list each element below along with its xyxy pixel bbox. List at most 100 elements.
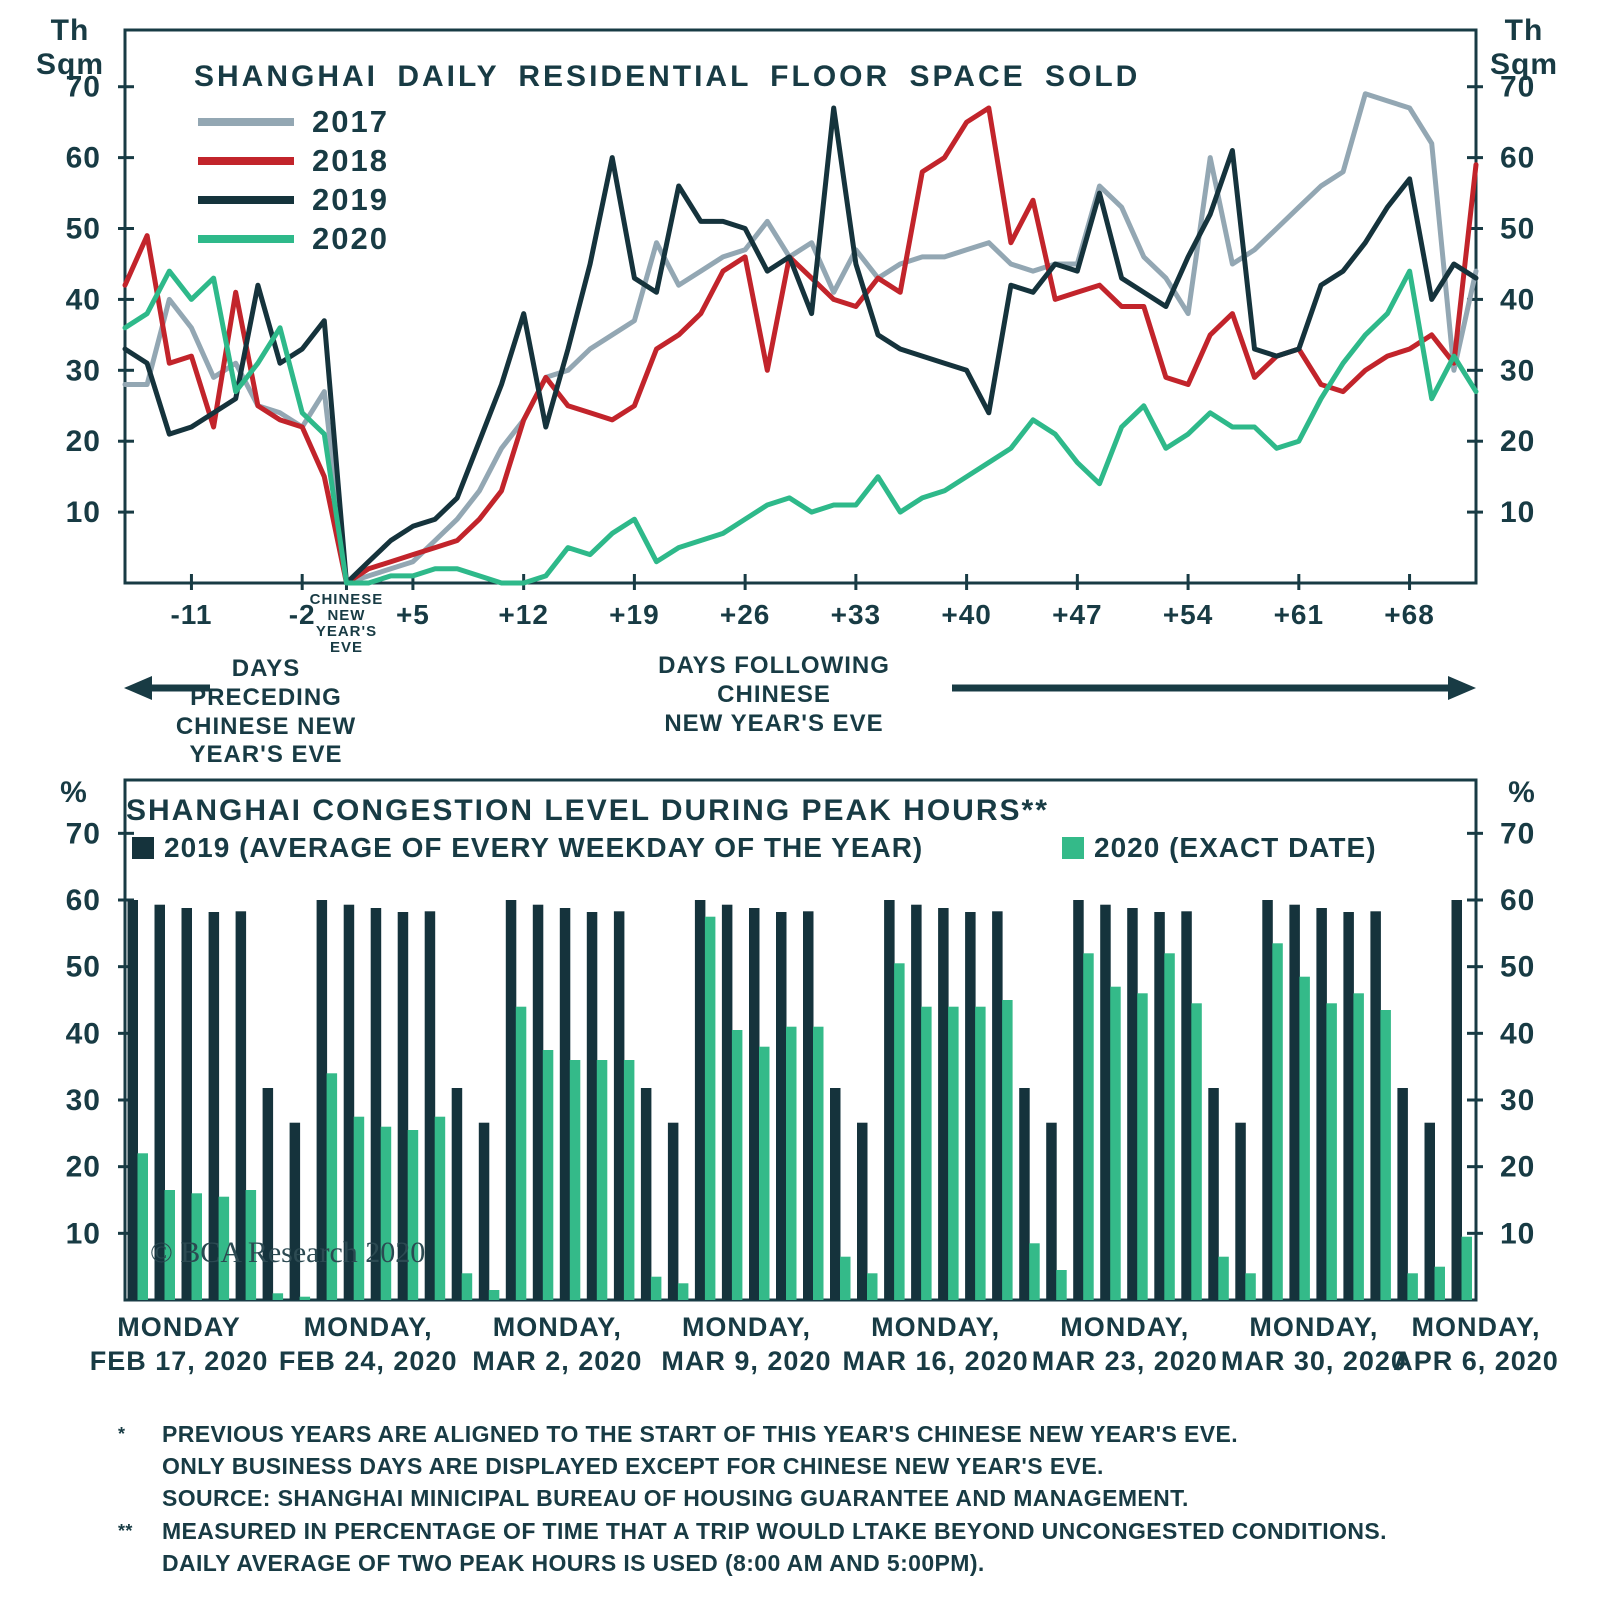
footnote-text: PREVIOUS YEARS ARE ALIGNED TO THE START …	[162, 1421, 1239, 1447]
svg-text:70: 70	[1500, 71, 1535, 104]
svg-text:20: 20	[66, 425, 101, 458]
svg-text:MONDAY,: MONDAY,	[682, 1312, 811, 1342]
days-preceding-annotation: DAYS PRECEDING CHINESE NEW YEAR'S EVE	[175, 655, 357, 769]
congestion-chart-section: 10 10 20 20 30 30 40 40 50 50 60 60 70 70 MONDAY FEB 17…	[0, 770, 1600, 1415]
svg-text:+12: +12	[498, 599, 549, 630]
svg-text:MONDAY,: MONDAY,	[1249, 1312, 1378, 1342]
y-axis-unit-bottom-right: %	[1508, 776, 1536, 809]
legend-swatch-2017	[198, 117, 294, 126]
legend-label-2019: 2019	[312, 181, 389, 217]
legend-item-2020: 2020	[198, 219, 389, 258]
bar-legend-item-2019: 2019 (AVERAGE OF EVERY WEEKDAY OF THE YE…	[132, 832, 923, 864]
svg-text:MAR 16, 2020: MAR 16, 2020	[843, 1346, 1029, 1376]
footnote-row: DAILY AVERAGE OF TWO PEAK HOURS IS USED …	[118, 1547, 1508, 1579]
svg-text:40: 40	[66, 1017, 101, 1050]
svg-text:+26: +26	[720, 599, 771, 630]
legend-item-2017: 2017	[198, 102, 389, 141]
svg-text:60: 60	[66, 142, 101, 175]
legend-swatch-2018	[198, 156, 294, 165]
svg-text:70: 70	[1500, 817, 1535, 850]
footnote-row: ONLY BUSINESS DAYS ARE DISPLAYED EXCEPT …	[118, 1450, 1508, 1482]
footnote-marker: *	[118, 1424, 126, 1444]
svg-text:+54: +54	[1163, 599, 1214, 630]
legend-swatch-2020	[198, 234, 294, 243]
svg-text:70: 70	[66, 817, 101, 850]
svg-text:MONDAY,: MONDAY,	[1411, 1312, 1540, 1342]
svg-text:MAR 9, 2020: MAR 9, 2020	[661, 1346, 831, 1376]
svg-text:30: 30	[66, 354, 101, 387]
svg-text:MONDAY,: MONDAY,	[493, 1312, 622, 1342]
svg-text:50: 50	[66, 213, 101, 246]
footnote-marker	[118, 1450, 154, 1482]
footnote-text: SOURCE: SHANGHAI MINICIPAL BUREAU OF HOU…	[162, 1485, 1189, 1512]
copyright-watermark: © BCA Research 2020	[150, 1236, 426, 1269]
legend-item-2019: 2019	[198, 180, 389, 219]
svg-text:20: 20	[66, 1151, 101, 1184]
svg-text:+68: +68	[1384, 599, 1435, 630]
svg-text:10: 10	[66, 1217, 101, 1250]
svg-text:40: 40	[1500, 1017, 1535, 1050]
bar-legend-swatch-2020	[1062, 837, 1084, 859]
days-following-annotation: DAYS FOLLOWING CHINESE NEW YEAR'S EVE	[658, 652, 890, 737]
bar-legend-label-2019: 2019 (AVERAGE OF EVERY WEEKDAY OF THE YE…	[164, 832, 924, 863]
svg-text:40: 40	[1500, 283, 1535, 316]
legend-swatch-2019	[198, 195, 294, 204]
svg-text:30: 30	[1500, 354, 1535, 387]
svg-text:60: 60	[66, 884, 101, 917]
svg-text:30: 30	[66, 1084, 101, 1117]
footnote-row: SOURCE: SHANGHAI MINICIPAL BUREAU OF HOU…	[118, 1482, 1508, 1514]
svg-text:-2: -2	[289, 599, 316, 630]
svg-text:EVE: EVE	[330, 639, 363, 656]
svg-text:60: 60	[1500, 884, 1535, 917]
svg-text:70: 70	[66, 71, 101, 104]
footnote-row: * PREVIOUS YEARS ARE ALIGNED TO THE STAR…	[118, 1418, 1508, 1450]
svg-text:+47: +47	[1052, 599, 1103, 630]
svg-text:FEB 24, 2020: FEB 24, 2020	[279, 1346, 458, 1376]
svg-text:50: 50	[66, 951, 101, 984]
svg-text:-11: -11	[170, 599, 212, 630]
svg-text:MONDAY,: MONDAY,	[304, 1312, 433, 1342]
bar-legend-item-2020: 2020 (EXACT DATE)	[1062, 832, 1377, 864]
legend-label-2020: 2020	[312, 220, 389, 256]
bar-legend-label-2020: 2020 (EXACT DATE)	[1094, 832, 1377, 863]
footnote-row: ** MEASURED IN PERCENTAGE OF TIME THAT A…	[118, 1515, 1508, 1547]
svg-text:APR 6, 2020: APR 6, 2020	[1393, 1346, 1559, 1376]
svg-text:10: 10	[1500, 1217, 1535, 1250]
svg-text:+33: +33	[831, 599, 882, 630]
svg-text:CHINESE: CHINESE	[310, 591, 384, 608]
svg-text:MAR 2, 2020: MAR 2, 2020	[472, 1346, 642, 1376]
footnotes-block: * PREVIOUS YEARS ARE ALIGNED TO THE STAR…	[118, 1418, 1508, 1579]
svg-text:YEAR'S: YEAR'S	[316, 623, 377, 640]
svg-text:NEW: NEW	[327, 607, 365, 624]
footnote-marker: **	[118, 1520, 133, 1541]
svg-text:+5: +5	[396, 599, 430, 630]
line-chart-legend: 2017 2018 2019 2020	[198, 102, 389, 258]
footnote-text: DAILY AVERAGE OF TWO PEAK HOURS IS USED …	[162, 1549, 985, 1576]
residential-floor-space-chart-section: 10 10 20 20 30 30 40 40 50 50 60 60 70 70 -11 -2 CHINESE…	[0, 0, 1600, 770]
footnote-text: MEASURED IN PERCENTAGE OF TIME THAT A TR…	[162, 1517, 1387, 1544]
svg-text:40: 40	[66, 283, 101, 316]
svg-text:+19: +19	[609, 599, 660, 630]
bar-legend-swatch-2019	[132, 837, 154, 859]
congestion-bar-chart: 10 10 20 20 30 30 40 40 50 50 60 60 70 70 MONDAY FEB 17…	[66, 778, 1559, 1376]
svg-text:MONDAY,: MONDAY,	[1060, 1312, 1189, 1342]
svg-text:50: 50	[1500, 213, 1535, 246]
footnote-marker	[118, 1547, 154, 1579]
svg-text:MAR 23, 2020: MAR 23, 2020	[1032, 1346, 1218, 1376]
svg-text:+40: +40	[941, 599, 992, 630]
svg-text:20: 20	[1500, 1151, 1535, 1184]
y-axis-unit-top-right: Th Sqm	[1489, 14, 1558, 81]
svg-text:MAR 30, 2020: MAR 30, 2020	[1221, 1346, 1407, 1376]
svg-text:MONDAY: MONDAY	[117, 1312, 241, 1342]
footnote-text: ONLY BUSINESS DAYS ARE DISPLAYED EXCEPT …	[162, 1453, 1104, 1480]
svg-text:20: 20	[1500, 425, 1535, 458]
legend-label-2017: 2017	[312, 103, 389, 139]
svg-text:10: 10	[66, 496, 101, 529]
svg-text:FEB 17, 2020: FEB 17, 2020	[90, 1346, 269, 1376]
line-chart-title: SHANGHAI DAILY RESIDENTIAL FLOOR SPACE S…	[194, 60, 1141, 93]
y-axis-unit-bottom-left: %	[60, 776, 88, 809]
svg-text:MONDAY,: MONDAY,	[871, 1312, 1000, 1342]
legend-label-2018: 2018	[312, 142, 389, 178]
svg-text:30: 30	[1500, 1084, 1535, 1117]
